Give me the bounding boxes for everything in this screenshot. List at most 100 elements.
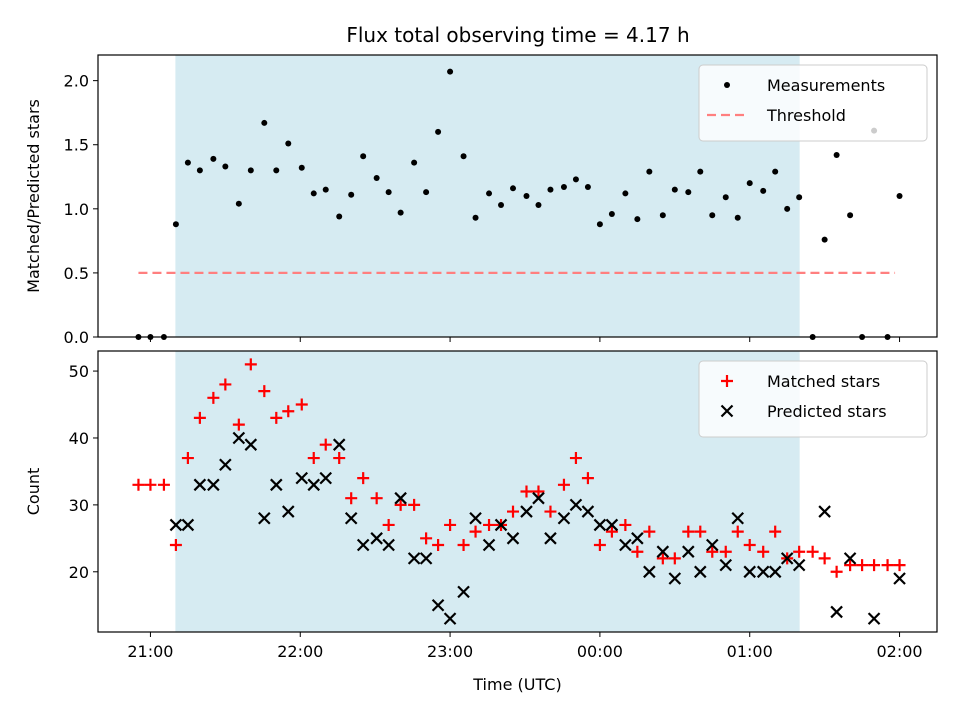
legend-label: Measurements bbox=[767, 76, 885, 95]
predicted-star-point bbox=[544, 532, 557, 545]
y-tick-label: 20 bbox=[69, 563, 89, 582]
measurement-point bbox=[273, 167, 280, 174]
measurement-point bbox=[535, 201, 542, 208]
x-tick-label: 21:00 bbox=[127, 642, 173, 661]
predicted-star-point bbox=[307, 478, 321, 492]
matched-star-point bbox=[207, 391, 220, 404]
legend-marker-predicted bbox=[720, 404, 734, 418]
matched-star-point bbox=[345, 492, 358, 505]
panel-counts: 21:00 22:00 23:00 00:00 01:00 02:00 20 30 40 50 Co… bbox=[24, 350, 938, 694]
matched-star-point bbox=[232, 418, 245, 431]
predicted-star-point bbox=[768, 565, 782, 579]
predicted-star-point bbox=[619, 538, 632, 552]
measurement-point bbox=[285, 140, 292, 147]
predicted-star-point bbox=[281, 505, 295, 518]
predicted-star-point bbox=[469, 511, 482, 525]
matched-star-point bbox=[557, 478, 570, 491]
measurement-point bbox=[210, 155, 217, 162]
matched-star-point bbox=[769, 525, 782, 538]
matched-star-point bbox=[643, 525, 656, 538]
predicted-star-point bbox=[756, 565, 770, 579]
predicted-star-point bbox=[780, 552, 794, 565]
matched-star-point bbox=[408, 498, 421, 511]
matched-star-point bbox=[830, 565, 843, 578]
matched-star-point bbox=[444, 518, 457, 531]
measurement-point bbox=[760, 187, 767, 194]
predicted-star-point bbox=[181, 518, 195, 532]
y-axis-label: Matched/Predicted stars bbox=[24, 99, 43, 293]
matched-star-point bbox=[270, 411, 283, 424]
predicted-star-point bbox=[581, 505, 595, 518]
matched-star-point bbox=[668, 552, 681, 565]
matched-star-point bbox=[581, 472, 594, 485]
matched-star-point bbox=[382, 518, 395, 531]
matched-star-point bbox=[394, 498, 407, 511]
predicted-star-point bbox=[867, 612, 881, 625]
predicted-star-point bbox=[219, 458, 232, 472]
measurement-point bbox=[360, 153, 367, 160]
measurement-point bbox=[584, 184, 591, 191]
predicted-star-point bbox=[169, 518, 183, 532]
matched-star-point bbox=[144, 478, 157, 491]
predicted-star-point bbox=[694, 565, 707, 579]
matched-star-point bbox=[507, 505, 520, 518]
predicted-star-point bbox=[520, 505, 533, 518]
measurement-point bbox=[847, 212, 854, 219]
matched-star-point bbox=[483, 518, 496, 531]
x-tick-label: 01:00 bbox=[727, 642, 773, 661]
matched-star-point bbox=[219, 378, 232, 391]
predicted-star-point bbox=[382, 538, 395, 552]
matched-star-point bbox=[258, 385, 271, 398]
measurement-point bbox=[460, 153, 467, 160]
measurement-point bbox=[722, 194, 729, 201]
predicted-star-point bbox=[457, 585, 470, 599]
measurement-point bbox=[746, 180, 753, 187]
legend-marker-measurements bbox=[724, 82, 730, 88]
measurement-point bbox=[373, 175, 380, 182]
x-tick-label: 02:00 bbox=[876, 642, 922, 661]
measurement-point bbox=[572, 176, 579, 183]
matched-star-point bbox=[569, 452, 582, 465]
matched-star-point bbox=[319, 438, 332, 451]
matched-star-point bbox=[868, 559, 881, 572]
observing-window-shade bbox=[175, 351, 800, 632]
measurement-point bbox=[833, 151, 840, 158]
measurement-point bbox=[784, 205, 791, 212]
matched-star-point bbox=[631, 545, 644, 558]
matched-star-point bbox=[357, 472, 370, 485]
y-axis-label: Count bbox=[24, 468, 43, 516]
y-tick-label: 1.5 bbox=[64, 136, 89, 155]
axes-frame bbox=[97, 54, 938, 338]
measurement-point bbox=[498, 201, 505, 208]
matched-star-point bbox=[656, 552, 669, 565]
measurement-point bbox=[671, 186, 678, 193]
legend-label: Threshold bbox=[766, 106, 846, 125]
matched-star-point bbox=[856, 559, 869, 572]
measurement-point bbox=[184, 159, 191, 166]
predicted-star-point bbox=[643, 565, 656, 579]
measurement-point bbox=[772, 168, 779, 175]
measurement-point bbox=[298, 164, 305, 171]
matched-star-point bbox=[818, 552, 831, 565]
measurement-point bbox=[336, 213, 343, 220]
y-tick-label: 40 bbox=[69, 429, 89, 448]
matched-star-point bbox=[469, 525, 482, 538]
legend-box bbox=[698, 360, 928, 438]
predicted-star-point bbox=[494, 518, 508, 532]
matched-star-point bbox=[157, 478, 170, 491]
x-tick-label: 22:00 bbox=[277, 642, 323, 661]
matched-star-point bbox=[132, 478, 145, 491]
predicted-star-point bbox=[792, 558, 806, 572]
measurement-point bbox=[348, 191, 355, 198]
predicted-star-point bbox=[631, 532, 644, 545]
predicted-star-point bbox=[193, 478, 207, 492]
matched-star-point bbox=[520, 485, 533, 498]
y-tick-label: 2.0 bbox=[64, 72, 89, 91]
matched-star-point bbox=[193, 411, 206, 424]
predicted-star-point bbox=[394, 491, 407, 505]
predicted-star-point bbox=[232, 431, 246, 445]
predicted-star-point bbox=[319, 471, 333, 485]
measurement-point bbox=[734, 214, 741, 221]
predicted-star-point bbox=[719, 558, 733, 572]
measurement-point bbox=[261, 119, 268, 126]
